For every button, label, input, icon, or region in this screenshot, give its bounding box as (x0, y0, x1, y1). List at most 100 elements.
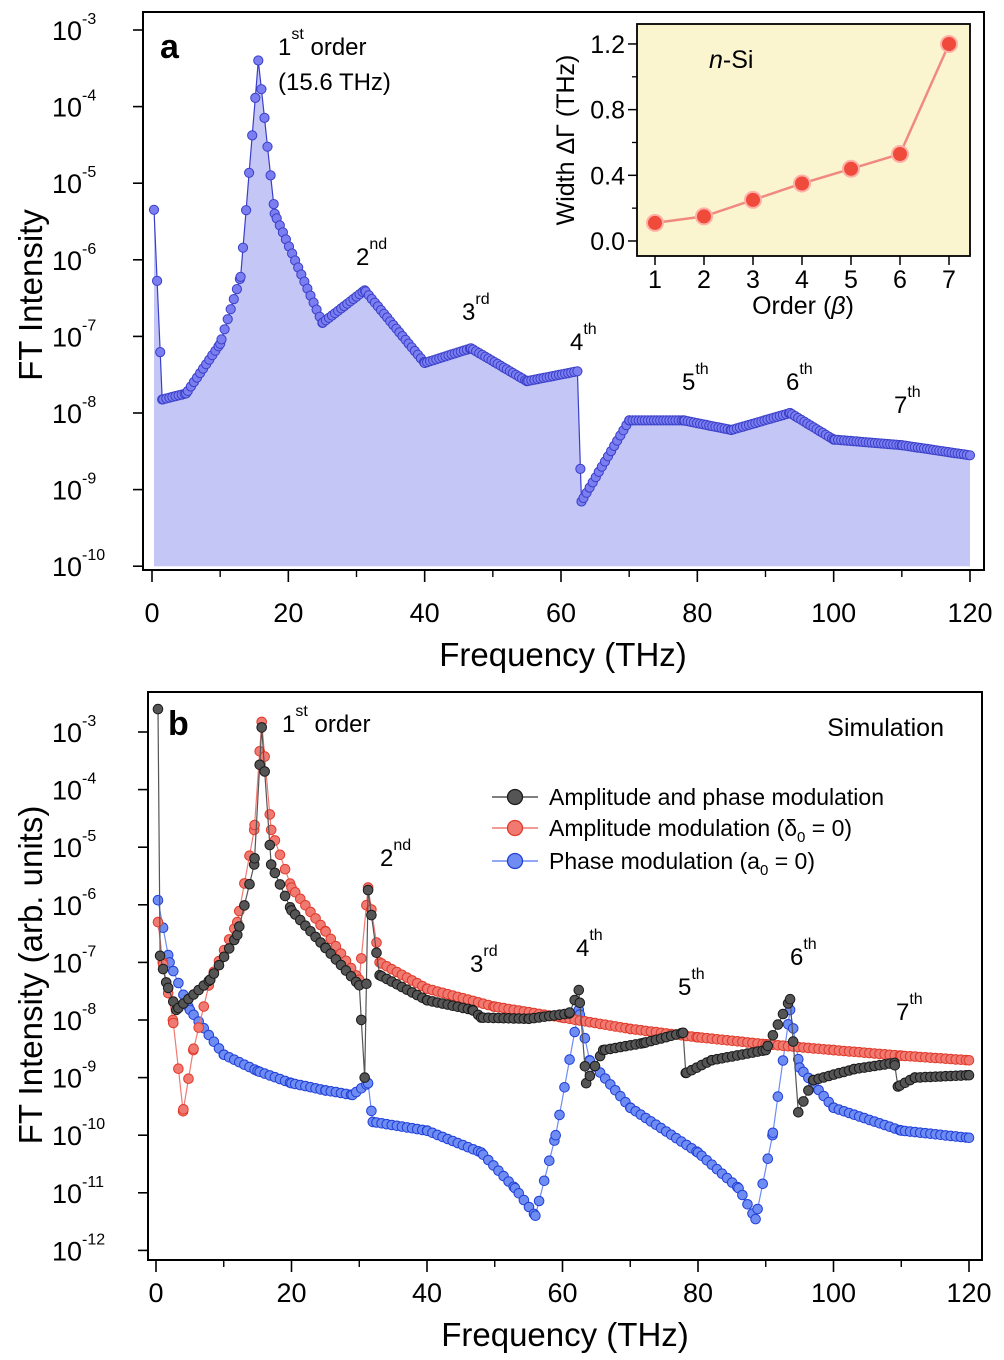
panel-b-ytick-label-base: 10 (52, 948, 82, 978)
panel-b-point-series-2 (193, 1022, 204, 1033)
panel-b-annotation-6-sup: th (803, 936, 816, 953)
legend-label-series-3: Phase modulation (a0 = 0) (549, 848, 815, 879)
panel-a-xlabel: Frequency (THz) (439, 636, 687, 673)
panel-b-point-series-3 (569, 1026, 581, 1038)
panel-a-point (155, 347, 166, 358)
panel-b-point-series-3 (757, 1178, 769, 1190)
panel-b-annotation-1-rest: order (308, 711, 371, 738)
panel-b-point-series-2 (325, 933, 337, 945)
panel-a-ytick-label-base: 10 (52, 246, 82, 276)
legend-label-series-3-sub: 0 (760, 862, 768, 879)
inset-point (842, 159, 860, 178)
inset-xtick-label: 3 (746, 266, 760, 294)
panel-b-annotation-5-sup: th (691, 966, 704, 983)
panel-b-point-series-3 (752, 1203, 763, 1215)
panel-b-xtick-label: 120 (946, 1278, 991, 1308)
panel-b-point-series-2 (249, 819, 260, 831)
panel-a-ytick-label-exp: -3 (82, 11, 96, 28)
panel-b-point-series-1 (208, 968, 220, 979)
panel-b-point-series-3 (366, 1105, 377, 1117)
panel-b-annotation-7-sup: th (909, 991, 922, 1008)
panel-b-point-series-1 (244, 878, 255, 890)
panel-b-point-series-3 (538, 1175, 550, 1187)
panel-b-point-series-1 (579, 1061, 591, 1072)
panel-a-marks (148, 55, 976, 507)
panel-b-point-series-2 (265, 824, 277, 836)
inset-xtick-label: 2 (697, 266, 711, 294)
panel-a-ytick-label-exp: -9 (82, 471, 96, 488)
panel-b-point-series-1 (359, 1072, 371, 1083)
panel-b-point-series-3 (742, 1199, 753, 1210)
panel-a-ytick-label-base: 10 (52, 476, 82, 506)
inset-ytick-label: 0.4 (590, 162, 625, 190)
inset-point (940, 35, 958, 53)
panel-a-annotation-1-sup: st (291, 26, 304, 43)
panel-b-xtick-label: 20 (276, 1278, 306, 1308)
panel-a-point (964, 450, 976, 461)
panel-a-xtick-label: 120 (947, 598, 992, 628)
panel-a-point (152, 275, 163, 286)
legend-label-series-2-main: Amplitude modulation (δ (549, 815, 797, 841)
panel-b-point-series-1 (784, 993, 796, 1005)
panel-b-point-series-3 (533, 1195, 545, 1207)
panel-a-point (244, 167, 255, 178)
panel-b-point-series-1 (269, 867, 281, 879)
panel-b-ytick-label-exp: -9 (82, 1059, 96, 1076)
panel-b-point-series-1 (223, 943, 235, 954)
panel-b-ytick-label-base: 10 (52, 1064, 82, 1094)
panel-a-ytick-label: 10-8 (52, 394, 96, 429)
panel-b-point-series-3 (762, 1153, 774, 1164)
panel-b-point-series-1 (762, 1040, 774, 1052)
legend-marker-series-3 (506, 852, 524, 870)
panel-b-ytick-label-exp: -3 (82, 713, 96, 730)
panel-a-point (575, 463, 586, 474)
inset-xtick-label: 6 (893, 266, 907, 294)
inset-ytick-label: 0.8 (590, 97, 625, 125)
panel-b-marks (152, 703, 975, 1225)
panel-a-xtick-label: 0 (144, 598, 159, 628)
panel-b-point-series-1 (584, 1070, 596, 1082)
panel-b-point-series-3 (173, 977, 184, 989)
legend-label-series-2-end: = 0) (805, 815, 852, 841)
panel-a-annotation-2-sup: nd (369, 236, 387, 253)
panel-b-ytick-label-exp: -6 (82, 886, 96, 903)
panel-b-ytick-label: 10-3 (52, 713, 96, 748)
panel-b-annotation-3-base: 3 (470, 951, 483, 978)
panel-b-annotation-2-base: 2 (380, 845, 393, 872)
panel-b-ytick-label: 10-9 (52, 1059, 96, 1094)
panel-a-ytick-label-exp: -4 (82, 88, 96, 105)
panel-a-annotation-1-rest: order (304, 34, 367, 61)
panel-b-xlabel: Frequency (THz) (441, 1316, 689, 1353)
panel-a-annotation-7: 7th (894, 384, 921, 419)
panel-b-ytick-label: 10-5 (52, 828, 96, 863)
panel-a-annotation-6: 6th (786, 361, 813, 396)
panel-b-ytick-label: 10-8 (52, 1001, 96, 1036)
panel-a-annotation-4-base: 4 (570, 329, 583, 356)
panel-b-point-series-1 (259, 766, 271, 777)
panel-a-ytick-label-exp: -8 (82, 394, 96, 411)
panel-b-point-series-1 (239, 900, 250, 911)
panel-b-ytick-label-exp: -5 (82, 828, 96, 845)
panel-b-point-series-1 (677, 1027, 689, 1039)
panel-b-ytick-label-base: 10 (52, 1179, 82, 1209)
panel-b-point-series-1 (256, 722, 268, 733)
panel-b-point-series-1 (234, 921, 245, 932)
panel-b-point-series-1 (274, 879, 286, 890)
panel-a-ytick-label-exp: -7 (82, 317, 96, 334)
panel-b-ytick-label-exp: -12 (82, 1231, 105, 1248)
panel-b-point-series-1 (213, 959, 225, 971)
inset-xlabel-open: ( (816, 292, 832, 320)
panel-b-point-series-3 (787, 1023, 799, 1034)
inset-text-rest: -Si (723, 46, 754, 74)
panel-b-axes: 0 20 40 60 80 100 12010-310-410-510-610-710-81… (52, 713, 992, 1308)
panel-b-annotation-4: 4th (576, 927, 603, 962)
panel-a-ytick-label-base: 10 (52, 93, 82, 123)
panel-a-xtick-label: 80 (682, 598, 712, 628)
panel-b-point-series-3 (530, 1210, 541, 1221)
panel-a-annotation-6-base: 6 (786, 369, 799, 396)
panel-a-point (219, 324, 230, 335)
panel-b-point-series-3 (963, 1132, 975, 1144)
panel-b-point-series-3 (544, 1155, 555, 1166)
panel-b-point-series-3 (152, 894, 164, 906)
